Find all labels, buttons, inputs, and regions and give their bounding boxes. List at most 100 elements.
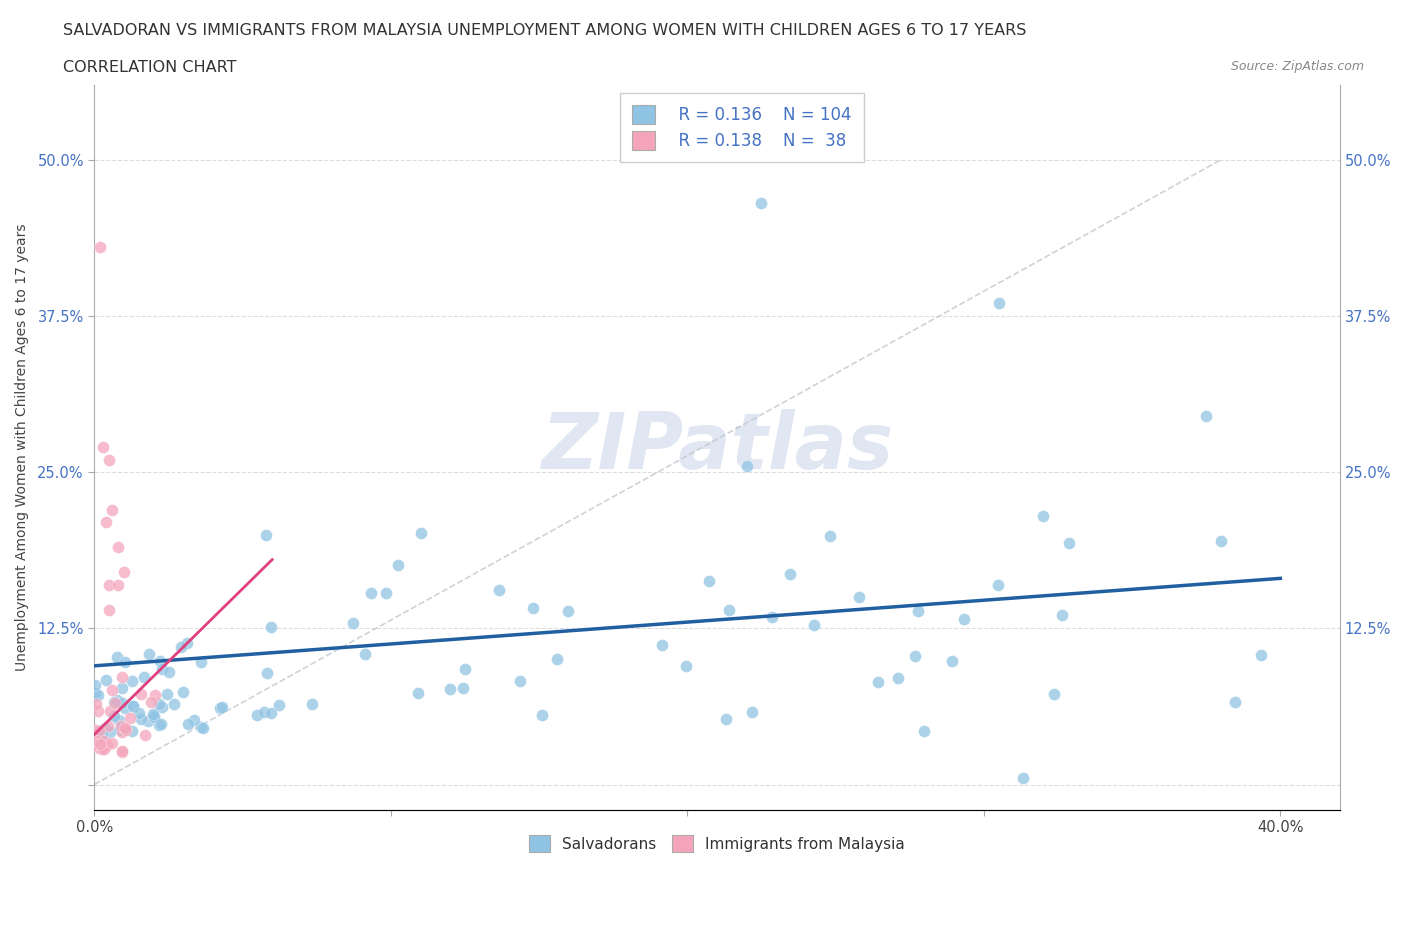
Legend: Salvadorans, Immigrants from Malaysia: Salvadorans, Immigrants from Malaysia [522,827,912,860]
Text: SALVADORAN VS IMMIGRANTS FROM MALAYSIA UNEMPLOYMENT AMONG WOMEN WITH CHILDREN AG: SALVADORAN VS IMMIGRANTS FROM MALAYSIA U… [63,23,1026,38]
Point [818,529,841,544]
Point [169,640,191,655]
Point [121,699,143,714]
Point [87,704,110,719]
Point [353,646,375,661]
Point [157,664,180,679]
Point [121,698,143,713]
Point [148,697,170,711]
Point [301,697,323,711]
Point [387,558,409,573]
Point [101,735,124,750]
Point [1032,509,1054,524]
Point [987,578,1010,592]
Point [149,716,172,731]
Point [1225,695,1247,710]
Point [90,726,112,741]
Point [84,723,107,737]
Point [96,737,118,752]
Point [163,697,186,711]
Point [108,723,131,737]
Point [87,724,110,738]
Point [1042,686,1064,701]
Point [651,637,673,652]
Point [699,574,721,589]
Point [83,685,105,700]
Point [103,695,125,710]
Point [128,705,150,720]
Point [121,724,143,738]
Point [557,604,579,618]
Point [375,585,398,600]
Point [531,708,554,723]
Point [406,685,429,700]
Point [953,612,976,627]
Point [98,602,121,617]
Point [716,711,738,726]
Point [488,582,510,597]
Point [86,734,108,749]
Point [868,675,890,690]
Point [260,706,283,721]
Point [138,646,160,661]
Text: ZIPatlas: ZIPatlas [541,409,893,485]
Point [176,636,198,651]
Point [155,687,177,702]
Point [912,724,935,738]
Point [111,744,134,759]
Text: Source: ZipAtlas.com: Source: ZipAtlas.com [1230,60,1364,73]
Point [453,680,475,695]
Point [93,734,115,749]
Point [717,603,740,618]
Point [741,704,763,719]
Point [111,724,134,739]
Point [129,711,152,726]
Point [735,458,758,473]
Point [190,719,212,734]
Point [136,714,159,729]
Point [191,721,214,736]
Point [1250,647,1272,662]
Point [509,673,531,688]
Point [254,527,277,542]
Point [150,661,173,676]
Point [803,618,825,632]
Point [211,699,233,714]
Point [987,296,1010,311]
Point [89,737,111,751]
Point [114,655,136,670]
Point [149,654,172,669]
Point [129,686,152,701]
Point [107,539,129,554]
Point [114,701,136,716]
Point [143,709,166,724]
Point [111,696,134,711]
Point [143,687,166,702]
Point [260,619,283,634]
Point [142,710,165,724]
Point [105,649,128,664]
Point [110,670,132,684]
Point [107,578,129,592]
Point [87,687,110,702]
Point [114,721,136,736]
Point [256,666,278,681]
Point [94,514,117,529]
Point [208,700,231,715]
Point [139,695,162,710]
Point [87,741,110,756]
Point [1050,607,1073,622]
Text: CORRELATION CHART: CORRELATION CHART [63,60,236,75]
Point [887,671,910,685]
Point [411,525,433,540]
Point [104,696,127,711]
Point [439,682,461,697]
Point [134,727,156,742]
Point [115,723,138,737]
Point [134,670,156,684]
Point [269,698,291,713]
Point [93,742,115,757]
Point [86,697,108,711]
Point [112,565,135,579]
Point [779,566,801,581]
